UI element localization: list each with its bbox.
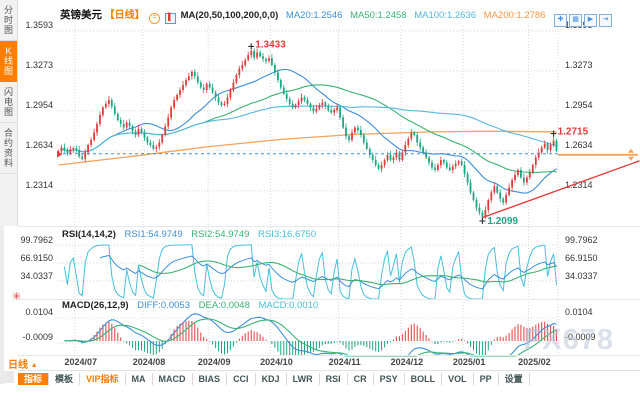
toolbar-item-pp[interactable]: PP bbox=[474, 372, 499, 385]
axis-label: 1.3273 bbox=[565, 60, 593, 70]
x-axis-label: 2024/12 bbox=[390, 357, 424, 367]
ma200-value: MA200:1.2786 bbox=[483, 10, 546, 21]
axis-label: 1.3273 bbox=[25, 60, 53, 70]
sidebar-tab-contract-info[interactable]: 合约资料 bbox=[0, 123, 17, 174]
sidebar-tab-lightning-chart[interactable]: 闪电图 bbox=[0, 82, 17, 123]
ma-settings-label: MA(20,50,100,200,0,0) bbox=[180, 10, 279, 21]
toolbar-item-bias[interactable]: BIAS bbox=[193, 372, 228, 385]
price-annotations: 1.3433 1.2099 1.2715 bbox=[248, 39, 589, 227]
toolbar-item-psy[interactable]: PSY bbox=[374, 372, 405, 385]
axis-label: 34.0337 bbox=[565, 271, 598, 281]
axis-label: 0.0104 bbox=[565, 307, 593, 317]
ma20-value: MA20:1.2546 bbox=[285, 10, 343, 21]
x-axis-label: 2024/08 bbox=[132, 357, 166, 367]
rsi2-value: RSI2:54.9749 bbox=[191, 229, 250, 240]
toolbar-item-lwr[interactable]: LWR bbox=[287, 372, 320, 385]
indicator-toolbar: 指标 模板 VIP指标 MA MACD BIAS CCI KDJ LWR RSI CR PSY BOLL… bbox=[18, 370, 640, 386]
axis-label: 66.9150 bbox=[20, 253, 53, 263]
axis-label: 1.3433 bbox=[255, 39, 286, 50]
macd-histogram bbox=[66, 320, 557, 356]
chevron-up-icon: ▲ bbox=[30, 362, 38, 369]
ma50-value: MA50:1.2458 bbox=[350, 10, 407, 21]
axis-label: 1.2634 bbox=[25, 140, 53, 150]
axis-label: -0.0009 bbox=[565, 332, 596, 342]
split-screen-icon[interactable]: ✚ bbox=[554, 14, 567, 27]
toolbar-corner bbox=[1, 371, 14, 383]
toolbar-item-rsi[interactable]: RSI bbox=[320, 372, 348, 385]
axis-label: 1.2099 bbox=[487, 216, 518, 227]
ma200-line bbox=[58, 130, 557, 166]
axis-label: 1.2715 bbox=[558, 127, 589, 138]
axis-label: 1.2954 bbox=[565, 100, 593, 110]
rsi-header: RSI(14,14,2) RSI1:54.9749 RSI2:54.9749 R… bbox=[62, 229, 316, 240]
toolbar-item-cci[interactable]: CCI bbox=[227, 372, 256, 385]
indicator-window-icon[interactable]: ▦ bbox=[569, 14, 582, 27]
axis-label: 66.9150 bbox=[565, 253, 598, 263]
macd-title: MACD(26,12,9) bbox=[62, 300, 129, 311]
axis-label: 99.7962 bbox=[20, 235, 53, 245]
toolbar-item-vol[interactable]: VOL bbox=[442, 372, 474, 385]
x-axis-label: 2025/02 bbox=[518, 357, 551, 367]
dea-value: DEA:0.0048 bbox=[198, 300, 250, 311]
rsi-title: RSI(14,14,2) bbox=[62, 229, 116, 240]
jump-latest-icon[interactable]: ⇥ bbox=[599, 14, 612, 27]
indicator-alert-icon[interactable]: ✳ bbox=[12, 291, 22, 303]
left-edge-marker bbox=[57, 150, 62, 158]
axis-label: 1.2314 bbox=[25, 180, 53, 190]
play-forward-icon[interactable]: ▶ bbox=[584, 14, 597, 27]
diff-value: DIFF:0.0053 bbox=[137, 300, 190, 311]
window-controls: ✚ ▦ ▶ ⇥ bbox=[552, 8, 612, 27]
toolbar-item-boll[interactable]: BOLL bbox=[405, 372, 443, 385]
candlestick-icon[interactable]: ▌ bbox=[164, 13, 176, 24]
macd-gridlines: 0.0104 0.0104 -0.0009 -0.0009 bbox=[22, 307, 596, 344]
symbol-name: 英镑美元 bbox=[60, 9, 102, 21]
toolbar-item-vip-indicators[interactable]: VIP指标 bbox=[80, 372, 126, 385]
period-dropdown-label: 日线 bbox=[8, 360, 28, 371]
axis-label: 34.0337 bbox=[20, 271, 53, 281]
toolbar-item-ma[interactable]: MA bbox=[126, 372, 153, 385]
sidebar-strip bbox=[0, 226, 4, 384]
toolbar-item-cr[interactable]: CR bbox=[348, 372, 374, 385]
toolbar-item-kdj[interactable]: KDJ bbox=[256, 372, 287, 385]
toolbar-item-templates[interactable]: 模板 bbox=[49, 372, 81, 385]
panel-divider bbox=[18, 299, 640, 300]
main-gridlines: 1.35931.35931.32731.32731.29541.29541.26… bbox=[25, 20, 593, 192]
main-chart-header: 英镑美元 【日线】 = ▌ MA(20,50,100,200,0,0) MA20… bbox=[60, 6, 545, 24]
x-axis-label: 2024/10 bbox=[260, 357, 293, 367]
macd-value: MACD:0.0010 bbox=[258, 300, 319, 311]
axis-label: 1.2634 bbox=[565, 140, 593, 150]
toolbar-item-indicators[interactable]: 指标 bbox=[18, 372, 50, 385]
period-dropdown[interactable]: 日线 ▲ bbox=[8, 356, 38, 371]
panel-divider bbox=[18, 226, 640, 227]
axis-label: -0.0009 bbox=[22, 332, 53, 342]
ma100-value: MA100:1.2636 bbox=[414, 10, 477, 21]
sidebar-tab-time-chart[interactable]: 分时图 bbox=[0, 0, 17, 41]
axis-label: 1.2954 bbox=[25, 100, 53, 110]
axis-label: 99.7962 bbox=[565, 235, 598, 245]
candlestick-series bbox=[57, 48, 558, 220]
toolbar-item-settings[interactable]: 设置 bbox=[499, 372, 530, 385]
rsi-lines bbox=[63, 244, 557, 300]
x-axis-label: 2024/11 bbox=[328, 357, 361, 367]
period-tag: 【日线】 bbox=[104, 10, 145, 21]
collapse-indicator-icon[interactable]: = bbox=[149, 13, 161, 24]
x-axis-label: 2024/07 bbox=[64, 357, 98, 367]
reference-lines bbox=[57, 148, 640, 219]
rsi-gridlines: 99.7962 99.7962 66.9150 66.9150 34.0337 34.03… bbox=[20, 235, 598, 282]
x-axis-label: 2024/09 bbox=[197, 357, 231, 367]
toolbar-item-macd[interactable]: MACD bbox=[153, 372, 193, 385]
rsi1-value: RSI1:54.9749 bbox=[124, 229, 183, 240]
watermark: FX678 bbox=[523, 324, 614, 356]
axis-label: 1.2314 bbox=[565, 180, 593, 190]
x-axis-label: 2025/01 bbox=[452, 357, 486, 367]
axis-label: 0.0104 bbox=[25, 307, 53, 317]
rsi3-value: RSI3:16.6750 bbox=[258, 229, 317, 240]
axis-label: 1.3593 bbox=[25, 20, 53, 30]
panel-divider bbox=[18, 355, 640, 356]
macd-header: MACD(26,12,9) DIFF:0.0053 DEA:0.0048 MAC… bbox=[62, 300, 318, 311]
